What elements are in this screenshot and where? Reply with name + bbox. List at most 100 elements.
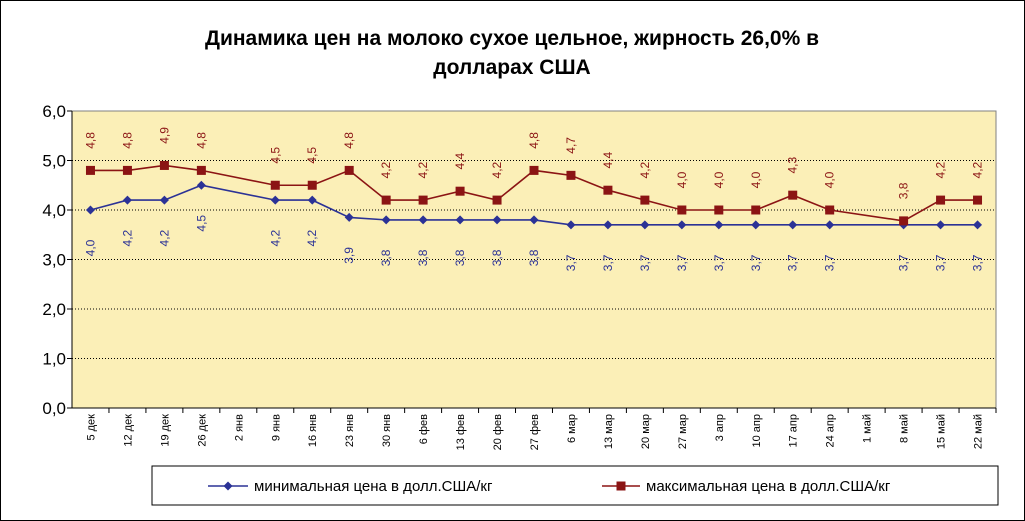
data-label: 3,7 <box>601 254 615 271</box>
data-point <box>270 195 280 205</box>
data-label: 3,8 <box>527 249 541 266</box>
legend-box <box>151 465 999 506</box>
x-tick-label: 19 дек <box>159 414 171 447</box>
data-label: 4,4 <box>601 152 615 169</box>
data-point <box>788 190 798 200</box>
plot-area: 0,0 1,0 2,0 3,0 4,0 5,0 6,0 5 дек 12 дек 19 дек 26… <box>42 102 997 450</box>
x-tick-label: 20 фев <box>492 414 504 450</box>
data-point <box>418 215 428 225</box>
data-point <box>270 180 280 190</box>
data-label: 3,7 <box>675 254 689 271</box>
legend-marker <box>223 481 233 491</box>
x-tick-label: 17 апр <box>788 414 800 447</box>
data-point <box>640 220 650 230</box>
data-label: 3,9 <box>342 247 356 264</box>
y-tick-label: 2,0 <box>42 300 66 319</box>
data-point <box>751 205 761 215</box>
x-tick-label: 8 май <box>899 414 911 443</box>
data-label: 3,7 <box>823 254 837 271</box>
x-tick-label: 13 мар <box>603 414 615 449</box>
data-label: 4,9 <box>157 127 171 144</box>
data-label: 4,0 <box>712 171 726 188</box>
data-label: 4,0 <box>83 239 97 256</box>
legend: минимальная цена в долл.США/кг максимальн… <box>151 465 999 506</box>
data-point <box>973 195 983 205</box>
data-point <box>714 205 724 215</box>
data-point <box>307 180 317 190</box>
data-label: 3,7 <box>897 254 911 271</box>
data-label: 4,2 <box>416 161 430 178</box>
data-point <box>455 215 465 225</box>
data-label: 3,8 <box>453 249 467 266</box>
data-point <box>529 165 539 175</box>
x-tick-label: 27 мар <box>677 414 689 449</box>
data-label: 4,8 <box>194 132 208 149</box>
x-tick-label: 3 апр <box>714 414 726 441</box>
data-label: 3,8 <box>379 249 393 266</box>
data-point <box>85 205 95 215</box>
x-tick-label: 12 дек <box>122 414 134 447</box>
data-label: 4,4 <box>453 153 467 170</box>
data-label: 4,0 <box>675 171 689 188</box>
data-point <box>196 165 206 175</box>
chart-title-line-1: Динамика цен на молоко сухое цельное, жи… <box>205 27 819 50</box>
data-label: 3,8 <box>897 182 911 199</box>
data-label: 4,2 <box>268 229 282 246</box>
data-point <box>455 186 465 196</box>
data-label: 4,7 <box>564 137 578 154</box>
data-point <box>566 170 576 180</box>
data-point <box>825 205 835 215</box>
x-tick-label: 1 май <box>862 414 874 443</box>
x-tick-label: 24 апр <box>825 414 837 447</box>
legend-label: максимальная цена в долл.США/кг <box>646 478 891 495</box>
y-tick-label: 0,0 <box>42 399 66 418</box>
data-point <box>344 165 354 175</box>
data-label: 4,8 <box>527 132 541 149</box>
y-tick-label: 1,0 <box>42 350 66 369</box>
data-point <box>381 215 391 225</box>
data-label: 4,2 <box>971 161 985 178</box>
data-label: 4,8 <box>120 132 134 149</box>
x-tick-label: 26 дек <box>196 414 208 447</box>
legend-marker <box>616 481 626 491</box>
data-label: 4,2 <box>120 229 134 246</box>
data-label: 4,2 <box>638 161 652 178</box>
data-point <box>677 220 687 230</box>
data-label: 4,5 <box>194 215 208 232</box>
data-point <box>529 215 539 225</box>
data-label: 4,3 <box>786 156 800 173</box>
x-tick-label: 30 янв <box>381 414 393 447</box>
x-tick-label: 13 фев <box>455 414 467 450</box>
legend-label: минимальная цена в долл.США/кг <box>254 478 493 495</box>
x-tick-label: 23 янв <box>344 414 356 447</box>
data-point <box>677 205 687 215</box>
data-label: 4,2 <box>934 161 948 178</box>
x-tick-label: 16 янв <box>307 414 319 447</box>
data-point <box>196 180 206 190</box>
y-tick-label: 4,0 <box>42 201 66 220</box>
data-label: 3,7 <box>564 254 578 271</box>
data-label: 3,8 <box>490 249 504 266</box>
x-tick-label: 20 мар <box>640 414 652 449</box>
data-label: 4,2 <box>379 161 393 178</box>
data-point <box>492 195 502 205</box>
data-point <box>936 220 946 230</box>
data-point <box>899 216 909 226</box>
data-label: 3,7 <box>749 254 763 271</box>
x-tick-label: 10 апр <box>751 414 763 447</box>
data-point <box>603 185 613 195</box>
data-label: 4,8 <box>83 132 97 149</box>
data-point <box>307 195 317 205</box>
data-point <box>640 195 650 205</box>
data-label: 3,7 <box>934 254 948 271</box>
data-point <box>122 165 132 175</box>
x-tick-label: 27 фев <box>529 414 541 450</box>
data-point <box>159 195 169 205</box>
x-tick-label: 6 фев <box>418 414 430 444</box>
data-point <box>936 195 946 205</box>
data-point <box>492 215 502 225</box>
x-tick-label: 5 дек <box>85 414 97 441</box>
data-label: 4,0 <box>823 171 837 188</box>
data-point <box>85 165 95 175</box>
data-point <box>788 220 798 230</box>
